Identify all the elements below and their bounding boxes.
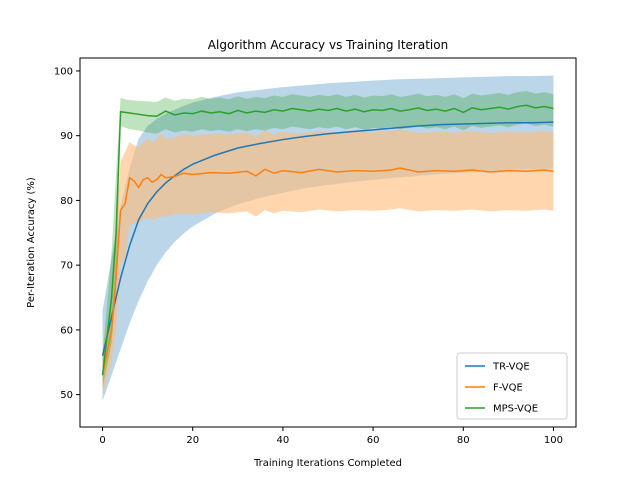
y-tick-label: 80 xyxy=(60,196,73,207)
x-axis-label: Training Iterations Completed xyxy=(253,458,402,469)
x-tick-label: 0 xyxy=(99,435,105,446)
chart-title: Algorithm Accuracy vs Training Iteration xyxy=(208,38,448,52)
series-lines xyxy=(101,104,554,376)
legend-label-mps-vqe: MPS-VQE xyxy=(493,404,538,415)
plot-frame xyxy=(79,57,577,428)
x-tick-label: 80 xyxy=(457,435,470,446)
x-tick-label: 40 xyxy=(277,435,290,446)
x-tick-label: 100 xyxy=(544,435,563,446)
x-tick-label: 20 xyxy=(186,435,199,446)
legend-label-f-vqe: F-VQE xyxy=(493,383,523,394)
y-tick-label: 90 xyxy=(60,131,73,142)
band-f-vqe xyxy=(102,129,554,395)
y-tick-label: 100 xyxy=(54,66,73,77)
line-tr-vqe xyxy=(101,121,554,356)
band-mps-vqe xyxy=(102,91,554,389)
y-tick-label: 70 xyxy=(60,261,73,272)
y-axis-label: Per-Iteration Accuracy (%) xyxy=(26,177,37,308)
legend: TR-VQE F-VQE MPS-VQE xyxy=(456,352,568,420)
confidence-bands xyxy=(102,75,554,402)
x-tick-label: 60 xyxy=(367,435,380,446)
y-tick-label: 50 xyxy=(60,390,73,401)
legend-box xyxy=(456,352,568,420)
line-f-vqe xyxy=(101,167,554,376)
legend-label-tr-vqe: TR-VQE xyxy=(492,362,530,373)
y-axis: 50 60 70 80 90 100 xyxy=(54,66,80,401)
line-mps-vqe xyxy=(101,104,554,376)
x-axis: 0 20 40 60 80 100 xyxy=(99,427,563,446)
y-tick-label: 60 xyxy=(60,325,73,336)
